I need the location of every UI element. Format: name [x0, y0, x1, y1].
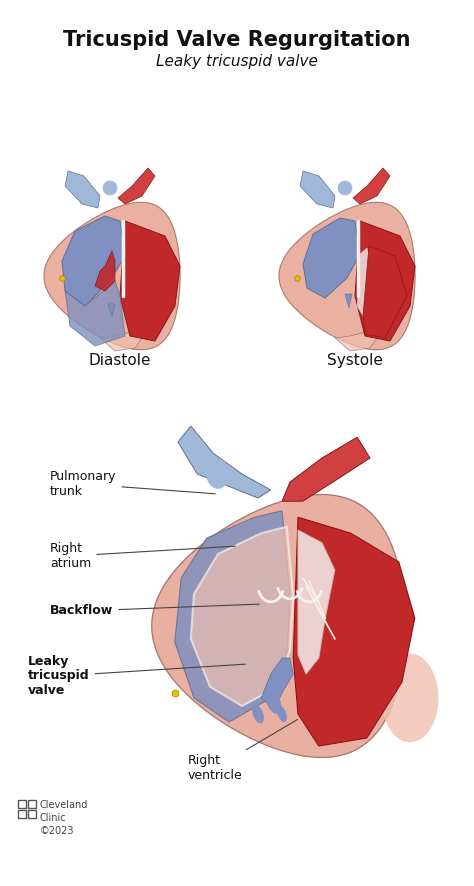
Polygon shape — [152, 494, 405, 758]
Ellipse shape — [382, 654, 438, 742]
Polygon shape — [175, 511, 290, 722]
Polygon shape — [298, 530, 335, 674]
Polygon shape — [300, 171, 335, 208]
Circle shape — [338, 181, 352, 195]
Polygon shape — [279, 202, 415, 350]
Polygon shape — [178, 426, 271, 498]
Polygon shape — [293, 517, 415, 746]
Polygon shape — [62, 216, 125, 306]
Text: Systole: Systole — [327, 353, 383, 368]
Text: Leaky tricuspid valve: Leaky tricuspid valve — [156, 54, 318, 69]
Polygon shape — [363, 246, 407, 338]
Ellipse shape — [253, 705, 264, 723]
Polygon shape — [261, 658, 293, 709]
Polygon shape — [95, 251, 115, 291]
Ellipse shape — [277, 706, 287, 721]
Polygon shape — [44, 202, 180, 350]
Text: Right
atrium: Right atrium — [50, 542, 235, 570]
Text: Tricuspid Valve Regurgitation: Tricuspid Valve Regurgitation — [63, 30, 411, 50]
Text: Backflow: Backflow — [50, 604, 259, 618]
Polygon shape — [282, 437, 370, 501]
Polygon shape — [303, 218, 360, 298]
Polygon shape — [191, 527, 293, 706]
Ellipse shape — [267, 692, 281, 713]
Polygon shape — [108, 304, 115, 316]
Circle shape — [103, 181, 117, 195]
Polygon shape — [118, 168, 155, 204]
Polygon shape — [100, 331, 145, 351]
Text: Cleveland
Clinic
©2023: Cleveland Clinic ©2023 — [40, 800, 88, 836]
Ellipse shape — [207, 460, 229, 488]
Polygon shape — [65, 171, 100, 208]
Polygon shape — [357, 248, 373, 316]
Polygon shape — [65, 281, 125, 346]
Polygon shape — [355, 221, 415, 341]
Text: Diastole: Diastole — [89, 353, 151, 368]
Text: Pulmonary
trunk: Pulmonary trunk — [50, 470, 215, 498]
Polygon shape — [345, 294, 352, 308]
Text: Leaky
tricuspid
valve: Leaky tricuspid valve — [28, 655, 245, 697]
Polygon shape — [335, 331, 380, 351]
Polygon shape — [353, 168, 390, 204]
Text: Right
ventricle: Right ventricle — [188, 719, 298, 782]
Polygon shape — [120, 221, 180, 341]
